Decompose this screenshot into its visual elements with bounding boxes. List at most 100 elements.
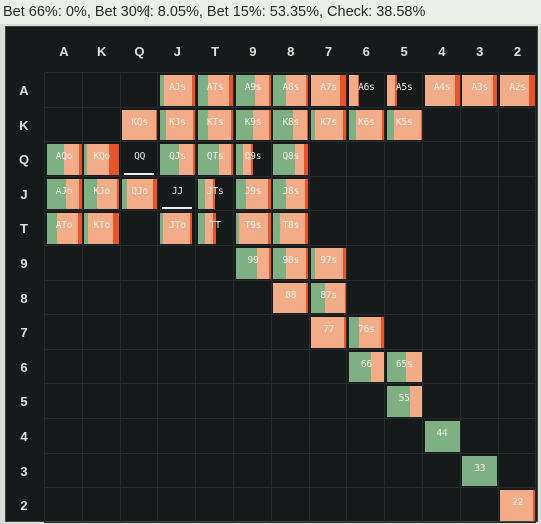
hand-cell-44[interactable]: 44 [424,421,460,452]
frequency-segment-bet30 [155,109,158,141]
hand-cell-KQo[interactable]: KQo [84,144,120,175]
hand-cell-88[interactable]: 88 [273,282,309,314]
frequency-segment-bet30 [306,109,309,141]
frequency-segment-bet30 [231,109,233,141]
hand-cell-JTo[interactable]: JTo [159,213,195,244]
hand-label: TT [209,220,221,232]
row-header-8: 8 [20,290,28,306]
hand-cell-Q8s[interactable]: Q8s [273,144,309,175]
hand-cell-A6s[interactable]: A6s [348,75,384,106]
frequency-segment-bet30 [109,144,120,175]
grid-line-vertical [535,73,537,523]
hand-label: 88 [285,289,297,301]
frequency-segment-check [197,213,206,244]
hand-cell-K8s[interactable]: K8s [273,109,309,141]
frequency-segment-bet15 [273,282,307,314]
hand-underline [161,207,192,210]
frequency-segment-check [235,248,258,279]
frequency-segment-check [197,75,209,106]
hand-cell-66[interactable]: 66 [348,351,384,383]
hand-cell-A8s[interactable]: A8s [273,75,309,106]
hand-cell-A4s[interactable]: A4s [424,75,460,106]
hand-cell-A7s[interactable]: A7s [311,75,347,106]
frequency-segment-bet30 [189,213,192,244]
hand-cell-K5s[interactable]: K5s [386,109,422,141]
hand-cell-77[interactable]: 77 [311,317,347,348]
hand-cell-22[interactable]: 22 [500,490,536,521]
hand-cell-K9s[interactable]: K9s [235,109,271,141]
frequency-segment-bet15 [462,75,494,106]
column-header-A: A [59,44,69,59]
frequency-segment-check [46,178,67,210]
frequency-segment-bet30 [268,75,271,106]
hand-cell-KJo[interactable]: KJo [84,178,120,210]
hand-cell-KQs[interactable]: KQs [122,109,158,141]
hand-cell-QTs[interactable]: QTs [197,144,233,175]
hand-cell-99[interactable]: 99 [235,248,271,279]
hand-cell-K6s[interactable]: K6s [348,109,384,141]
hand-cell-A3s[interactable]: A3s [462,75,498,106]
hand-cell-J9s[interactable]: J9s [235,178,271,210]
hand-cell-87s[interactable]: 87s [311,282,347,314]
grid-line-vertical [119,73,121,523]
hand-cell-55[interactable]: 55 [386,386,422,417]
hand-cell-A5s[interactable]: A5s [386,75,422,106]
hand-cell-T9s[interactable]: T9s [235,213,271,244]
frequency-segment-bet15 [96,178,118,210]
hand-cell-JTs[interactable]: JTs [197,178,233,210]
frequency-segment-bet15 [65,178,80,210]
hand-cell-T8s[interactable]: T8s [273,213,309,244]
grid-line-vertical [81,73,83,523]
grid-line-vertical [44,73,45,523]
hand-cell-KTo[interactable]: KTo [84,213,120,244]
hand-cell-65s[interactable]: 65s [386,351,422,383]
hand-label: A3s [471,82,489,93]
hand-cell-TT[interactable]: TT [197,213,233,244]
frequency-segment-bet30 [344,282,347,314]
hand-cell-QQ[interactable]: QQ [122,144,157,175]
hand-cell-KTs[interactable]: KTs [197,109,233,141]
hand-label: A4s [433,82,451,93]
frequency-segment-bet15 [204,178,214,210]
column-header-2: 2 [513,44,522,59]
hand-cell-ATo[interactable]: ATo [46,213,82,244]
hand-cell-J8s[interactable]: J8s [273,178,309,210]
column-header-7: 7 [324,44,333,59]
frequency-segment-bet15 [315,248,344,279]
hand-cell-KJs[interactable]: KJs [159,109,195,141]
hand-cell-QJo[interactable]: QJo [122,178,158,210]
hand-cell-AQo[interactable]: AQo [46,144,82,175]
hand-label: 98s [282,255,300,266]
hand-cell-JJ[interactable]: JJ [160,179,195,210]
hand-cell-AJs[interactable]: AJs [159,75,195,106]
hand-cell-33[interactable]: 33 [462,455,498,487]
grid-line-horizontal [45,175,537,177]
hand-cell-AJo[interactable]: AJo [46,178,82,210]
frequency-segment-check [84,178,97,210]
frequency-segment-bet30 [268,178,271,210]
row-header-4: 4 [20,429,28,444]
hand-label: J8s [282,185,300,197]
column-header-T: T [211,44,220,59]
frequency-segment-bet15 [424,75,455,106]
frequency-segment-bet30 [251,144,254,175]
hand-label: 76s [358,324,375,336]
strategy-summary-text: Bet 66%: 0%, Bet 30%: 8.05%, Bet 15%: 53… [3,4,426,20]
hand-cell-98s[interactable]: 98s [273,248,309,279]
hand-cell-97s[interactable]: 97s [311,248,347,279]
hand-cell-A9s[interactable]: A9s [235,75,271,106]
row-header-K: K [19,117,29,133]
hand-cell-76s[interactable]: 76s [348,317,384,348]
frequency-segment-bet30 [382,109,384,141]
frequency-segment-bet15 [246,178,269,210]
frequency-segment-check [311,282,326,314]
hand-cell-ATs[interactable]: ATs [197,75,233,106]
hand-cell-A2s[interactable]: A2s [500,75,536,106]
hand-cell-QJs[interactable]: QJs [159,144,195,175]
hand-label: 22 [512,497,524,509]
frequency-segment-check [159,144,180,175]
grid-line-horizontal [45,72,537,73]
hand-cell-K7s[interactable]: K7s [311,109,347,141]
hand-cell-Q9s[interactable]: Q9s [235,144,271,175]
frequency-segment-bet30 [213,178,215,210]
